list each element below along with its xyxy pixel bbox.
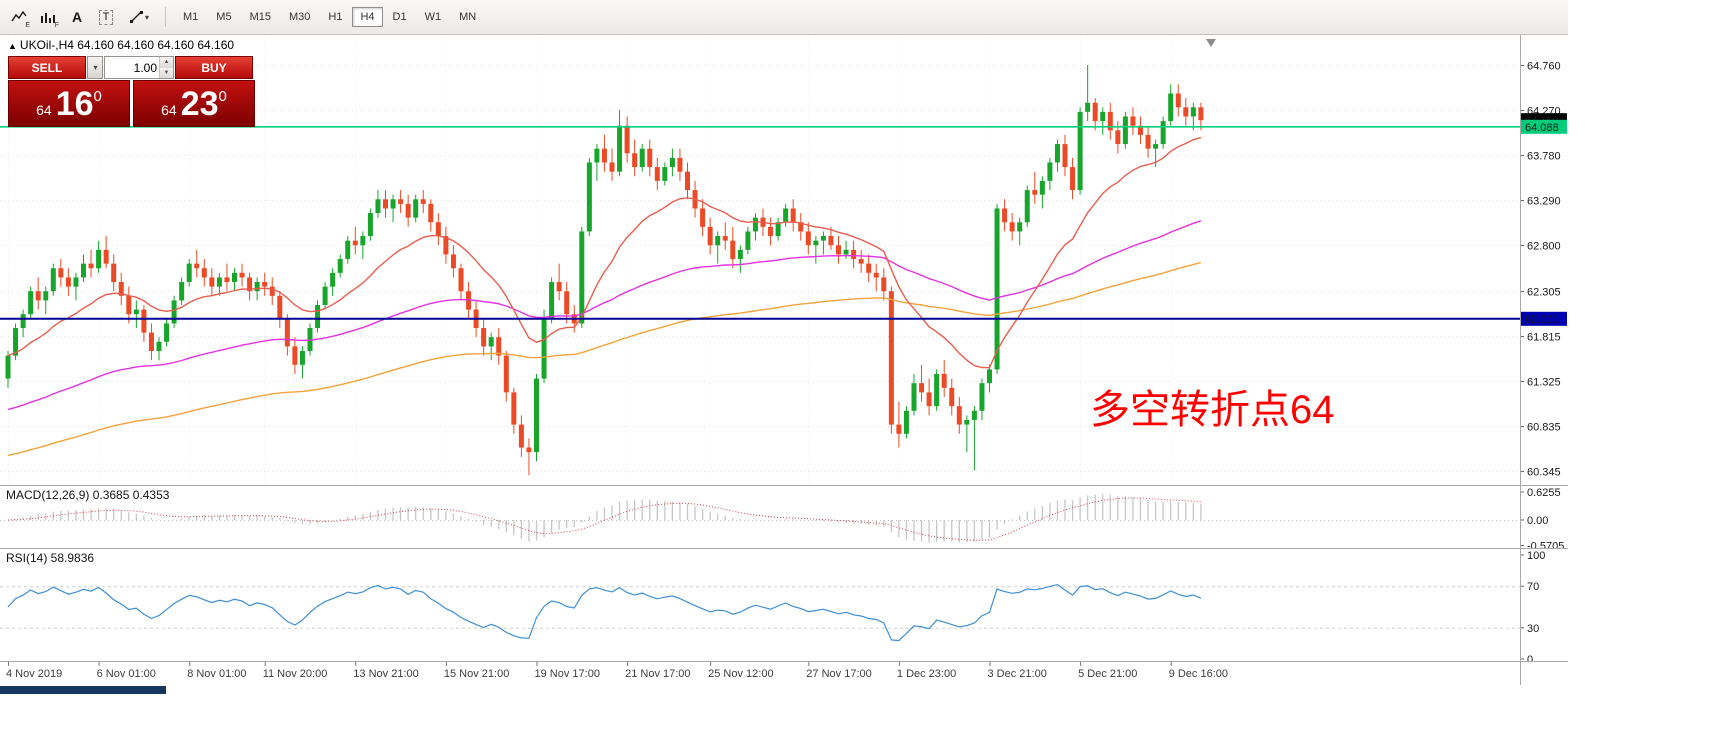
volume-increase-button[interactable]: ▲: [160, 57, 173, 68]
macd-chart-canvas[interactable]: 0.6255 0.00 -0.5705: [0, 486, 1568, 548]
trendline-icon: [129, 11, 143, 23]
svg-text:60.835: 60.835: [1527, 422, 1561, 434]
svg-text:1 Dec 23:00: 1 Dec 23:00: [897, 668, 956, 680]
dropdown-caret-icon: ▾: [144, 12, 149, 22]
symbol-label: ▲ UKOil-,H4 64.160 64.160 64.160 64.160: [8, 38, 234, 52]
trading-terminal-window: E F A T ▾ M1 M5 M15 M30 H1 H4 D1 W1 MN 64.760 64.…: [0, 0, 1568, 694]
svg-text:0.00: 0.00: [1527, 515, 1548, 527]
svg-text:0.6255: 0.6255: [1527, 487, 1561, 499]
svg-text:60.345: 60.345: [1527, 467, 1561, 479]
tool-badge: F: [54, 22, 59, 29]
volume-dropdown-button[interactable]: ▾: [87, 56, 103, 79]
svg-text:61.815: 61.815: [1527, 332, 1561, 344]
svg-text:27 Nov 17:00: 27 Nov 17:00: [806, 668, 871, 680]
line-chart-icon: [10, 10, 27, 22]
svg-text:11 Nov 20:00: 11 Nov 20:00: [263, 668, 328, 680]
svg-text:25 Nov 12:00: 25 Nov 12:00: [708, 668, 773, 680]
trade-controls-row: SELL ▾ ▲ ▼ BUY: [8, 56, 255, 79]
macd-panel: 0.6255 0.00 -0.5705 MACD(12,26,9) 0.3685 0…: [0, 485, 1568, 548]
macd-label: MACD(12,26,9) 0.3685 0.4353: [6, 488, 170, 502]
svg-text:21 Nov 17:00: 21 Nov 17:00: [625, 668, 690, 680]
svg-text:100: 100: [1527, 550, 1545, 562]
svg-text:30: 30: [1527, 623, 1539, 635]
ask-pips: 23: [180, 84, 219, 123]
svg-text:19 Nov 17:00: 19 Nov 17:00: [535, 668, 600, 680]
svg-text:8 Nov 01:00: 8 Nov 01:00: [187, 668, 246, 680]
svg-text:70: 70: [1527, 581, 1539, 593]
toolbar-separator: [165, 7, 166, 27]
svg-text:0: 0: [1527, 654, 1533, 661]
rsi-chart-canvas[interactable]: 100 70 30 0: [0, 549, 1568, 661]
bid-price-display[interactable]: 64 16 0: [8, 80, 130, 127]
svg-text:62.000: 62.000: [1525, 314, 1559, 326]
tool-badge: E: [25, 22, 30, 29]
svg-text:61.325: 61.325: [1527, 377, 1561, 389]
svg-text:-0.5705: -0.5705: [1527, 541, 1564, 548]
volume-decrease-button[interactable]: ▼: [160, 67, 173, 78]
ask-prefix: 64: [161, 102, 177, 118]
symbol-ohlc-text: UKOil-,H4 64.160 64.160 64.160 64.160: [19, 38, 235, 52]
bars-icon: [41, 13, 55, 23]
timeframe-d1[interactable]: D1: [385, 7, 415, 27]
ask-point: 0: [218, 88, 227, 105]
svg-text:64.088: 64.088: [1525, 122, 1559, 134]
svg-text:3 Dec 21:00: 3 Dec 21:00: [988, 668, 1047, 680]
bid-pips: 16: [55, 84, 94, 123]
bid-point: 0: [93, 88, 102, 105]
letter-t-label: T: [98, 9, 114, 25]
timeframe-m1[interactable]: M1: [175, 7, 206, 27]
volume-input[interactable]: [105, 57, 159, 78]
time-axis[interactable]: 4 Nov 2019 6 Nov 01:00 8 Nov 01:00 11 Nov 2…: [0, 661, 1568, 685]
status-bar-stub: [0, 686, 166, 694]
ask-price-display[interactable]: 64 23 0: [133, 80, 255, 127]
indicator-bars-icon[interactable]: F: [35, 5, 61, 29]
svg-text:62.800: 62.800: [1527, 241, 1561, 253]
rsi-label: RSI(14) 58.9836: [6, 551, 95, 565]
volume-steppers: ▲ ▼: [159, 57, 173, 78]
drawing-tools-button[interactable]: ▾: [122, 5, 156, 29]
timeframe-m15[interactable]: M15: [242, 7, 279, 27]
text-box-tool[interactable]: T: [93, 5, 119, 29]
rsi-panel: 100 70 30 0 RSI(14) 58.9836: [0, 548, 1568, 661]
toolbar: E F A T ▾ M1 M5 M15 M30 H1 H4 D1 W1 MN: [0, 0, 1568, 35]
chart-text-annotation: 多空转折点64: [1090, 388, 1335, 432]
volume-control: ▲ ▼: [104, 56, 174, 79]
bid-prefix: 64: [36, 102, 52, 118]
buy-button[interactable]: BUY: [175, 56, 253, 79]
sell-button[interactable]: SELL: [8, 56, 86, 79]
arrow-text-tool[interactable]: A: [64, 5, 90, 29]
timeframe-m30[interactable]: M30: [281, 7, 318, 27]
time-axis-canvas[interactable]: 4 Nov 2019 6 Nov 01:00 8 Nov 01:00 11 Nov 2…: [0, 662, 1568, 685]
chart-style-icon[interactable]: E: [6, 5, 32, 29]
svg-text:6 Nov 01:00: 6 Nov 01:00: [97, 668, 156, 680]
svg-text:63.290: 63.290: [1527, 196, 1561, 208]
timeframe-mn[interactable]: MN: [451, 7, 484, 27]
main-chart-panel: 64.760 64.270 63.780 63.290 62.800 62.305 61.8…: [0, 35, 1568, 485]
bid-ask-row: 64 16 0 64 23 0: [8, 80, 255, 127]
svg-text:63.780: 63.780: [1527, 151, 1561, 163]
dropdown-caret-icon: ▾: [93, 63, 98, 72]
svg-text:62.305: 62.305: [1527, 287, 1561, 299]
timeframe-h1[interactable]: H1: [320, 7, 350, 27]
candlestick-chart-canvas[interactable]: 64.76064.27063.78063.29062.80062.30561.8…: [0, 35, 1568, 485]
timeframe-group: M1 M5 M15 M30 H1 H4 D1 W1 MN: [175, 7, 484, 27]
svg-text:5 Dec 21:00: 5 Dec 21:00: [1078, 668, 1137, 680]
timeframe-w1[interactable]: W1: [417, 7, 450, 27]
svg-text:9 Dec 16:00: 9 Dec 16:00: [1169, 668, 1228, 680]
svg-text:64.760: 64.760: [1527, 61, 1561, 73]
timeframe-h4[interactable]: H4: [352, 7, 383, 27]
svg-text:13 Nov 21:00: 13 Nov 21:00: [353, 668, 418, 680]
timeframe-m5[interactable]: M5: [208, 7, 239, 27]
collapse-icon[interactable]: ▲: [8, 41, 17, 51]
letter-a-label: A: [71, 9, 83, 25]
one-click-trade-widget: SELL ▾ ▲ ▼ BUY 64 16 0 64: [8, 56, 255, 127]
svg-text:15 Nov 21:00: 15 Nov 21:00: [444, 668, 509, 680]
svg-text:4 Nov 2019: 4 Nov 2019: [6, 668, 62, 680]
